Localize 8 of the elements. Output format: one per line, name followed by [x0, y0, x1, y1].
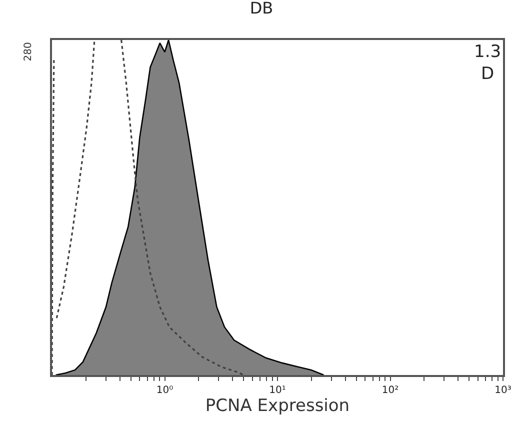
text: 280: [23, 42, 34, 62]
x-tick-label: 10³: [494, 385, 512, 396]
x-axis-title: PCNA Expression: [205, 396, 350, 416]
chart-title: DB: [250, 0, 274, 18]
x-tick-label: 10⁰: [156, 385, 174, 396]
x-tick-label: 10¹: [269, 385, 286, 396]
x-tick-label: 10²: [382, 385, 399, 396]
annotation: 1.3 D: [474, 42, 502, 84]
